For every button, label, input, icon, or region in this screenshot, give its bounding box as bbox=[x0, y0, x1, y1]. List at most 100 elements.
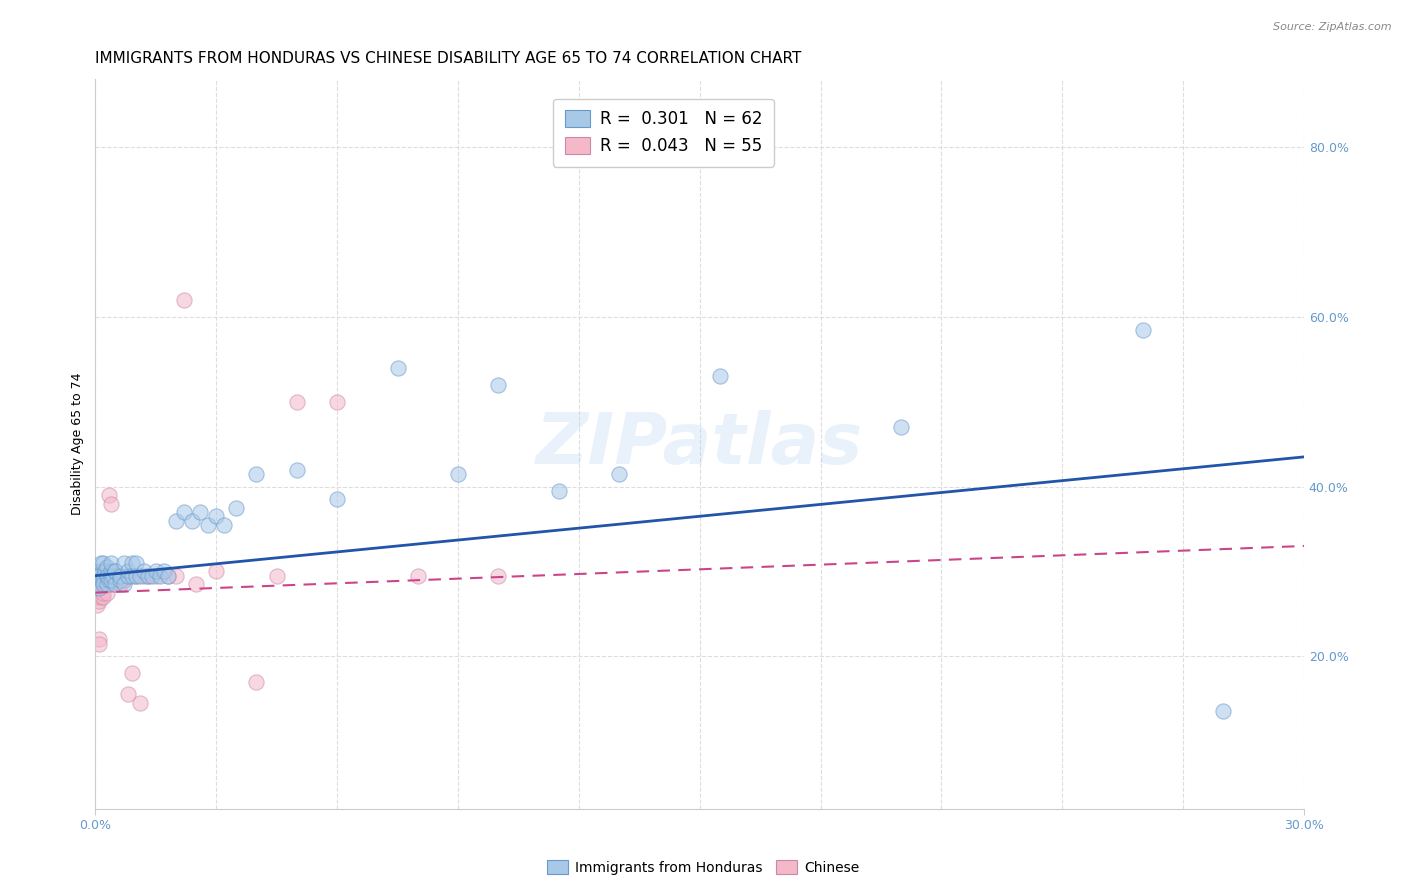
Point bbox=[709, 369, 731, 384]
Point bbox=[90, 573, 112, 587]
Point bbox=[96, 568, 118, 582]
Point bbox=[153, 565, 176, 579]
Point bbox=[108, 568, 131, 582]
Point bbox=[96, 573, 118, 587]
Point bbox=[104, 573, 127, 587]
Point bbox=[149, 568, 172, 582]
Point bbox=[197, 517, 219, 532]
Point bbox=[104, 577, 127, 591]
Point bbox=[89, 636, 111, 650]
Point bbox=[96, 560, 118, 574]
Point bbox=[184, 577, 207, 591]
Point bbox=[89, 582, 111, 596]
Point bbox=[124, 568, 146, 582]
Point bbox=[98, 488, 121, 502]
Point bbox=[93, 577, 115, 591]
Point bbox=[98, 573, 121, 587]
Point bbox=[486, 568, 509, 582]
Point bbox=[145, 568, 167, 582]
Point bbox=[285, 462, 308, 476]
Point bbox=[128, 568, 150, 582]
Point bbox=[486, 377, 509, 392]
Point bbox=[112, 573, 135, 587]
Point bbox=[100, 565, 122, 579]
Text: Source: ZipAtlas.com: Source: ZipAtlas.com bbox=[1274, 22, 1392, 32]
Point bbox=[117, 688, 139, 702]
Point bbox=[285, 394, 308, 409]
Point bbox=[245, 467, 267, 481]
Point bbox=[112, 556, 135, 570]
Point bbox=[100, 577, 122, 591]
Point bbox=[112, 577, 135, 591]
Point bbox=[86, 590, 108, 604]
Point bbox=[90, 565, 112, 579]
Point bbox=[89, 568, 111, 582]
Point bbox=[136, 568, 159, 582]
Point bbox=[245, 674, 267, 689]
Point bbox=[104, 577, 127, 591]
Point bbox=[108, 568, 131, 582]
Point bbox=[90, 590, 112, 604]
Point bbox=[547, 483, 569, 498]
Point bbox=[165, 514, 187, 528]
Point bbox=[100, 556, 122, 570]
Point bbox=[117, 565, 139, 579]
Legend: Immigrants from Honduras, Chinese: Immigrants from Honduras, Chinese bbox=[541, 855, 865, 880]
Point bbox=[103, 568, 125, 582]
Point bbox=[93, 573, 115, 587]
Point bbox=[89, 582, 111, 596]
Point bbox=[326, 394, 349, 409]
Point bbox=[96, 585, 118, 599]
Point bbox=[124, 568, 146, 582]
Point bbox=[132, 568, 155, 582]
Point bbox=[132, 565, 155, 579]
Point bbox=[96, 568, 118, 582]
Point bbox=[89, 632, 111, 647]
Point bbox=[93, 568, 115, 582]
Point bbox=[100, 573, 122, 587]
Point bbox=[94, 565, 117, 579]
Point bbox=[86, 582, 108, 596]
Point bbox=[181, 514, 204, 528]
Point bbox=[100, 568, 122, 582]
Point bbox=[128, 696, 150, 710]
Point bbox=[100, 497, 122, 511]
Point bbox=[165, 568, 187, 582]
Point bbox=[266, 568, 288, 582]
Point bbox=[86, 568, 108, 582]
Point bbox=[90, 556, 112, 570]
Point bbox=[124, 556, 146, 570]
Point bbox=[1132, 323, 1154, 337]
Point bbox=[447, 467, 470, 481]
Point bbox=[205, 565, 228, 579]
Point bbox=[173, 505, 195, 519]
Point bbox=[103, 568, 125, 582]
Point bbox=[607, 467, 630, 481]
Point bbox=[141, 568, 163, 582]
Point bbox=[205, 509, 228, 524]
Point bbox=[890, 420, 912, 434]
Point bbox=[214, 517, 236, 532]
Point bbox=[96, 573, 118, 587]
Point bbox=[104, 565, 127, 579]
Point bbox=[96, 568, 118, 582]
Text: ZIPatlas: ZIPatlas bbox=[536, 409, 863, 479]
Point bbox=[108, 573, 131, 587]
Text: IMMIGRANTS FROM HONDURAS VS CHINESE DISABILITY AGE 65 TO 74 CORRELATION CHART: IMMIGRANTS FROM HONDURAS VS CHINESE DISA… bbox=[96, 51, 801, 66]
Point bbox=[326, 492, 349, 507]
Point bbox=[406, 568, 429, 582]
Point bbox=[117, 568, 139, 582]
Point bbox=[108, 577, 131, 591]
Point bbox=[136, 568, 159, 582]
Point bbox=[104, 568, 127, 582]
Point bbox=[112, 573, 135, 587]
Point bbox=[94, 573, 117, 587]
Point bbox=[96, 577, 118, 591]
Point bbox=[121, 666, 143, 681]
Point bbox=[89, 594, 111, 608]
Point bbox=[100, 568, 122, 582]
Point bbox=[96, 577, 118, 591]
Point bbox=[93, 590, 115, 604]
Point bbox=[121, 568, 143, 582]
Point bbox=[93, 585, 115, 599]
